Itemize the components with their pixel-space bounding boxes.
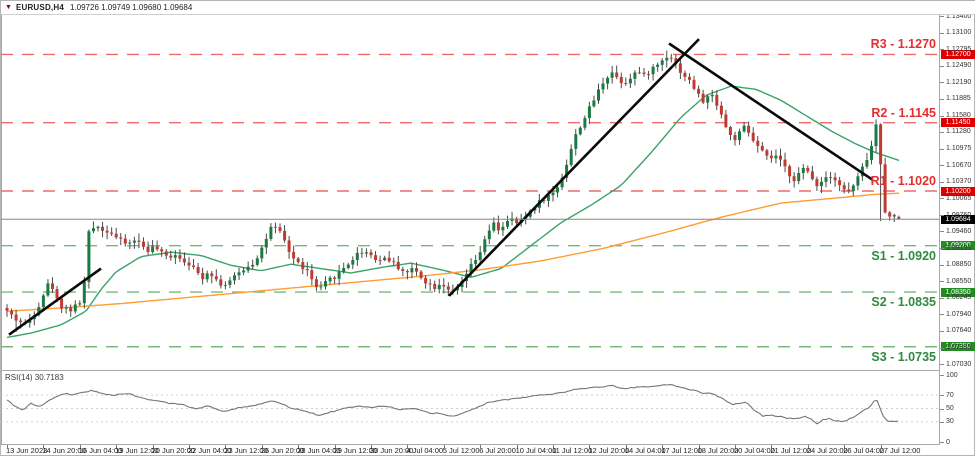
- candle-bodies-layer: [5, 57, 901, 323]
- ma-green-line: [6, 85, 900, 339]
- trendline-3: [668, 42, 874, 182]
- trendline-1: [8, 267, 102, 336]
- chart-title-bar: ▼ EURUSD,H4 1.09726 1.09749 1.09680 1.0968…: [1, 1, 975, 15]
- ohlc-values: 1.09726 1.09749 1.09680 1.09684: [69, 3, 193, 12]
- trendline-2: [448, 38, 700, 297]
- ma-orange-line: [6, 192, 900, 312]
- rsi-panel-border: [1, 370, 940, 445]
- symbol-period-label: EURUSD,H4: [15, 3, 64, 12]
- main-panel-border: [1, 14, 940, 371]
- symbol-dropdown-triangle-icon[interactable]: ▼: [5, 4, 12, 11]
- rsi-line: [6, 384, 899, 425]
- rsi-indicator-label: RSI(14) 30.7183: [5, 373, 64, 382]
